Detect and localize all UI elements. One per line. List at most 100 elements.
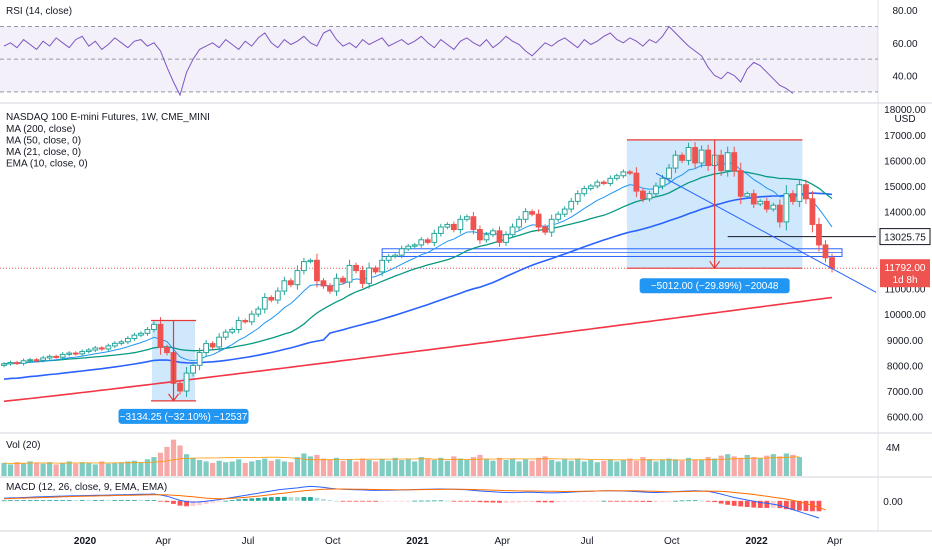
candle [7, 362, 14, 365]
macd-histogram-bar [686, 500, 691, 502]
candle [594, 181, 601, 187]
last-price-label: 11792.00 [885, 263, 926, 274]
candle [20, 360, 27, 364]
time-axis[interactable]: 2020 Apr Jul Oct 2021 Apr Jul Oct 2022 Apr [74, 536, 843, 547]
candle [301, 261, 307, 272]
macd-histogram-bar [484, 500, 489, 503]
candle [314, 259, 320, 282]
volume-bar [118, 462, 124, 476]
candle [294, 270, 301, 286]
macd-histogram-bar [151, 500, 157, 501]
volume-bar [646, 459, 653, 476]
macd-histogram-bar [607, 500, 613, 502]
macd-histogram-bar [490, 500, 496, 503]
ma50-line [3, 192, 833, 380]
candle [320, 280, 327, 287]
volume-bar [190, 457, 196, 476]
volume-bar [327, 460, 333, 476]
volume-bar [92, 464, 98, 476]
volume-bar [314, 454, 320, 476]
candle [737, 170, 744, 197]
candle [829, 257, 835, 269]
candle [646, 193, 653, 200]
volume-bar [601, 460, 607, 476]
candle [307, 259, 314, 263]
volume-bar [685, 457, 692, 476]
indicator-legend-item: MA (21, close, 0) [6, 147, 81, 158]
candle [242, 320, 249, 323]
volume-bar [268, 460, 274, 476]
volume-bar [320, 458, 327, 476]
countdown-label: 1d 8h [892, 275, 917, 286]
macd-histogram-bar [34, 500, 39, 501]
candle [281, 280, 288, 292]
candle [196, 352, 203, 366]
candle [692, 147, 698, 164]
price-tick-label: 6000.00 [887, 413, 924, 424]
candle [72, 352, 79, 355]
volume-pane: Vol (20) 4M [1, 439, 900, 476]
volume-bar [549, 460, 555, 476]
volume-bar [516, 461, 522, 476]
macd-histogram-bar [568, 500, 574, 502]
level-price-tag [879, 228, 931, 246]
macd-histogram-bar [588, 500, 594, 502]
candle [444, 223, 451, 228]
macd-histogram-bar [751, 500, 757, 508]
volume-bar [392, 457, 398, 476]
rsi-tick-label: 80.00 [892, 6, 917, 17]
candle [157, 323, 164, 348]
volume-bar [183, 454, 190, 476]
candle [333, 277, 340, 292]
volume-bar [425, 459, 431, 476]
candle [111, 342, 118, 347]
candle [124, 337, 131, 343]
macd-histogram-bar [249, 498, 255, 501]
indicator-legend-item: MA (50, close, 0) [6, 136, 81, 147]
candle [209, 343, 216, 348]
candle [385, 255, 392, 261]
candle [164, 346, 170, 354]
price-tick-label: 18000.00 [884, 105, 926, 116]
candle [327, 285, 333, 292]
macd-histogram-bar [171, 500, 176, 504]
volume-bar [131, 460, 137, 476]
macd-histogram-bar [158, 500, 163, 502]
volume-bar [66, 461, 72, 476]
time-tick-label: 2021 [406, 536, 429, 547]
volume-bar [353, 461, 359, 476]
volume-bar [581, 461, 587, 476]
trend-line[interactable] [655, 172, 877, 293]
candle [33, 359, 40, 362]
candle [516, 218, 522, 228]
candle [803, 184, 809, 200]
macd-histogram-bar [125, 500, 131, 501]
volume-bar [301, 453, 307, 476]
volume-bar [575, 458, 581, 476]
macd-histogram-bar [777, 500, 783, 509]
volume-bar [562, 459, 568, 476]
macd-histogram-bar [66, 500, 72, 501]
macd-histogram-bar [451, 500, 457, 502]
candle [222, 331, 229, 338]
macd-histogram-bar [27, 500, 33, 501]
volume-bar [418, 457, 424, 476]
ema10-line [3, 162, 833, 365]
volume-bar [679, 460, 685, 476]
macd-histogram-bar [1, 500, 7, 502]
candle [1, 363, 7, 366]
macd-histogram-bar [334, 500, 339, 502]
macd-histogram-bar [327, 499, 333, 501]
volume-bar [509, 458, 516, 476]
volume-bar [359, 458, 366, 476]
macd-histogram-bar [614, 500, 620, 502]
macd-histogram-bar [14, 500, 20, 501]
candle [392, 254, 399, 257]
macd-histogram-bar [679, 500, 685, 502]
last-price-tag [880, 259, 930, 288]
macd-histogram-bar [255, 497, 261, 501]
macd-histogram-bar [725, 500, 731, 505]
candle [151, 323, 157, 330]
measure-2022-arrowhead [709, 260, 721, 270]
